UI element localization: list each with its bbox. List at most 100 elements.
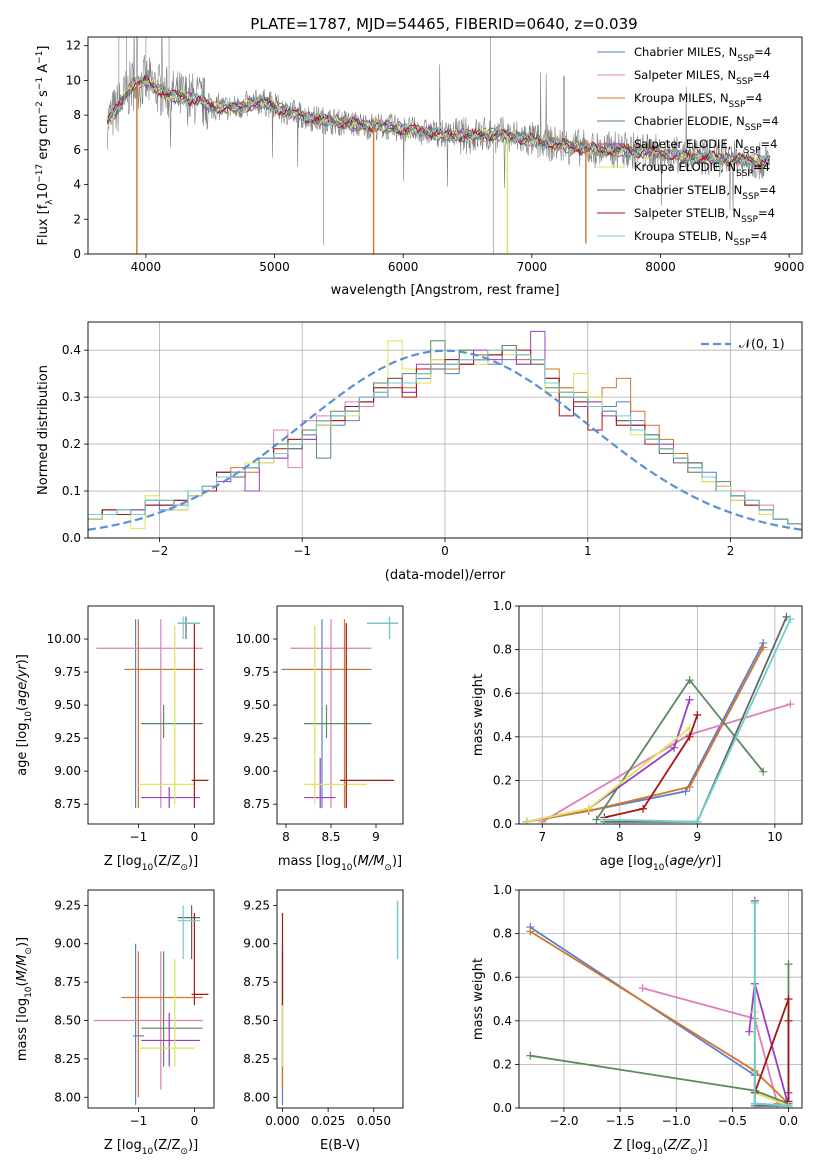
x-tick-label: −2 xyxy=(151,544,169,558)
plot-area xyxy=(281,616,399,809)
label-part: Z [log xyxy=(613,1138,651,1153)
label-part: mass [log xyxy=(278,854,341,869)
label-part: age/yr xyxy=(15,663,30,706)
label-part: Chabrier STELIB, N xyxy=(634,183,742,197)
figure-title: PLATE=1787, MJD=54465, FIBERID=0640, z=0… xyxy=(250,15,637,33)
plot-area xyxy=(281,900,399,1105)
axes-frame xyxy=(518,605,803,825)
mass-weight-line xyxy=(526,646,764,823)
x-tick-label: 0 xyxy=(191,830,199,844)
x-tick-label: −2.0 xyxy=(549,1114,578,1128)
label-part: SSP xyxy=(734,238,751,248)
y-axis-label: mass weight xyxy=(471,674,486,756)
mass-vs-extinction-panel: 0.000 0.025 0.050 8.00 8.25 8.50 8.75 9.00 9.25 E… xyxy=(243,889,404,1153)
y-axis-label: Normed distribution xyxy=(36,365,51,495)
x-tick-label: 0 xyxy=(441,544,449,558)
y-tick-label: 8 xyxy=(73,108,81,122)
y-tick-label: 0.0 xyxy=(62,531,81,545)
x-tick-label: 8 xyxy=(282,830,290,844)
y-tick-label: 0.0 xyxy=(493,817,512,831)
model-spectrum-line xyxy=(106,78,771,169)
plot-area xyxy=(522,612,795,824)
label-part: 10 xyxy=(653,863,665,873)
plus-marker xyxy=(750,899,759,908)
y-tick-label: 0.4 xyxy=(493,730,512,744)
x-tick-label: 8000 xyxy=(645,260,676,274)
y-tick-label: 9.25 xyxy=(243,731,270,745)
legend-label: Chabrier ELODIE, NSSP=4 xyxy=(634,114,779,133)
label-part: =4 xyxy=(753,160,770,174)
y-tick-label: 1.0 xyxy=(493,599,512,613)
plot-area xyxy=(526,896,793,1108)
x-tick-label: −1 xyxy=(130,830,148,844)
x-axis-label: wavelength [Angstrom, rest frame] xyxy=(331,283,560,298)
mass-weight-line xyxy=(541,703,791,823)
mass-weight-line xyxy=(604,714,699,819)
plus-marker xyxy=(750,1099,759,1108)
axes-frame xyxy=(87,36,803,255)
label-part: −17 xyxy=(35,164,45,183)
x-tick-label: 9000 xyxy=(774,260,805,274)
label-part: Salpeter MILES, N xyxy=(634,68,736,82)
axes-frame xyxy=(276,889,404,1109)
x-tick-label: 6000 xyxy=(388,260,419,274)
x-tick-label: −1.0 xyxy=(662,1114,691,1128)
y-tick-label: 0.8 xyxy=(493,927,512,941)
legend-label: Salpeter MILES, NSSP=4 xyxy=(634,68,770,87)
label-part: Kroupa ELODIE, N xyxy=(634,160,736,174)
plot-area xyxy=(88,330,802,538)
y-tick-label: 9.50 xyxy=(54,698,81,712)
y-tick-label: 0.4 xyxy=(493,1014,512,1028)
y-tick-label: 9.25 xyxy=(243,898,270,912)
label-part: −2 xyxy=(35,101,45,114)
plus-marker xyxy=(759,643,768,652)
y-tick-label: 2 xyxy=(73,212,81,226)
y-tick-label: 0.6 xyxy=(493,686,512,700)
y-tick-label: 10.00 xyxy=(47,632,81,646)
label-part: λ xyxy=(45,199,55,205)
y-tick-label: 8.25 xyxy=(243,1052,270,1066)
label-part: ⊙ xyxy=(384,863,392,873)
plus-marker xyxy=(784,1016,793,1025)
label-part: 10 xyxy=(651,1147,663,1157)
age-vs-mass-panel: 8 8.5 9 8.75 9.00 9.25 9.50 9.75 10.00 mass [log1… xyxy=(236,605,404,873)
y-tick-label: 0.4 xyxy=(62,343,81,357)
label-part: =4 xyxy=(761,137,778,151)
plot-area xyxy=(96,616,209,809)
y-tick-label: 9.00 xyxy=(243,937,270,951)
axes-frame xyxy=(518,889,803,1109)
histogram-step xyxy=(88,349,802,538)
plus-marker xyxy=(522,817,531,824)
mass-weight-vs-metallicity-panel: −2.0 −1.5 −1.0 −0.5 0.0 0.0 0.2 0.4 0.6 0.8 1.0 Z [… xyxy=(471,883,803,1157)
label-part: −1 xyxy=(35,77,45,90)
plus-marker xyxy=(784,1104,793,1108)
legend-label: Kroupa MILES, NSSP=4 xyxy=(634,91,762,110)
y-tick-label: 0.2 xyxy=(62,437,81,451)
label-part: SSP xyxy=(736,77,753,87)
x-tick-label: 9 xyxy=(694,830,702,844)
label-part: ( xyxy=(353,854,358,869)
y-tick-label: 0.2 xyxy=(493,1057,512,1071)
y-tick-label: 8.75 xyxy=(54,797,81,811)
label-part: A xyxy=(36,64,51,77)
x-tick-label: −1.5 xyxy=(606,1114,635,1128)
mass-vs-metallicity-panel: −1 08.008.258.508.759.009.25Z [log10(Z/Z⊙… xyxy=(15,889,215,1157)
plus-marker xyxy=(784,960,793,969)
label-part: )] xyxy=(188,1138,198,1153)
x-tick-label: 2 xyxy=(727,544,735,558)
label-part: Kroupa STELIB, N xyxy=(634,229,734,243)
spectrum-panel: 4000 5000 6000 7000 8000 9000 0 2 4 6 8 10 12 Chabrie… xyxy=(35,36,805,298)
y-tick-label: 8.75 xyxy=(54,975,81,989)
label-part: 10 xyxy=(24,986,34,998)
y-tick-label: 12 xyxy=(66,39,81,53)
y-tick-label: 10 xyxy=(66,73,81,87)
plus-marker xyxy=(584,804,593,813)
y-tick-label: 4 xyxy=(73,178,81,192)
label-part: SSP xyxy=(742,192,759,202)
legend-label: Salpeter ELODIE, NSSP=4 xyxy=(634,137,777,156)
plus-marker xyxy=(693,817,702,824)
label-part: 10 xyxy=(24,711,34,723)
x-tick-label: 0 xyxy=(191,1114,199,1128)
x-tick-label: −1 xyxy=(293,544,311,558)
label-part: M/M xyxy=(15,955,30,982)
